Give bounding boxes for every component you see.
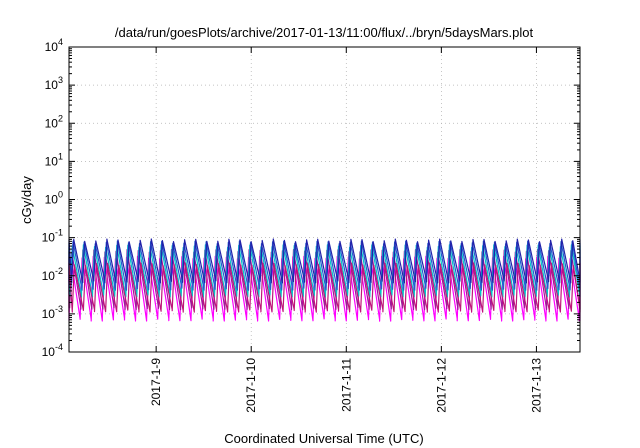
y-tick-label: 101 (45, 151, 63, 168)
series-line (68, 262, 581, 313)
x-tick-label: 2017-1-10 (244, 358, 258, 413)
y-tick-label: 102 (45, 113, 63, 130)
y-tick-label: 10-2 (42, 266, 63, 283)
y-tick-exponent: -4 (55, 342, 63, 352)
y-tick-base: 10 (45, 116, 59, 130)
y-tick-exponent: 0 (58, 190, 63, 200)
x-tick-label: 2017-1-11 (339, 358, 353, 412)
y-tick-exponent: 4 (58, 37, 63, 47)
y-tick-base: 10 (45, 40, 59, 54)
series-line (68, 238, 581, 284)
y-tick-base: 10 (42, 231, 56, 245)
x-tick-label: 2017-1-12 (434, 358, 448, 413)
y-tick-exponent: -1 (55, 228, 63, 238)
y-tick-exponent: 1 (58, 151, 63, 161)
grid-layer (69, 47, 580, 352)
y-tick-label: 104 (45, 37, 63, 54)
y-tick-base: 10 (45, 193, 59, 207)
x-tick-label: 2017-1-13 (529, 358, 543, 413)
y-tick-base: 10 (45, 78, 59, 92)
y-tick-exponent: 2 (58, 113, 63, 123)
y-tick-base: 10 (42, 269, 56, 283)
y-tick-exponent: 3 (58, 75, 63, 85)
y-tick-exponent: -2 (55, 266, 63, 276)
y-tick-base: 10 (42, 345, 56, 359)
y-tick-base: 10 (42, 307, 56, 321)
y-tick-label: 103 (45, 75, 63, 92)
y-tick-base: 10 (45, 154, 59, 168)
x-axis-label: Coordinated Universal Time (UTC) (224, 431, 423, 446)
y-tick-label: 10-1 (42, 228, 63, 245)
y-tick-label: 10-4 (42, 342, 63, 359)
y-tick-label: 100 (45, 190, 63, 207)
x-tick-label: 2017-1-9 (149, 358, 163, 406)
series-layer (68, 238, 581, 322)
y-axis-label: cGy/day (19, 176, 34, 224)
chart-title: /data/run/goesPlots/archive/2017-01-13/1… (115, 25, 534, 40)
y-tick-exponent: -3 (55, 304, 63, 314)
y-tick-label: 10-3 (42, 304, 63, 321)
